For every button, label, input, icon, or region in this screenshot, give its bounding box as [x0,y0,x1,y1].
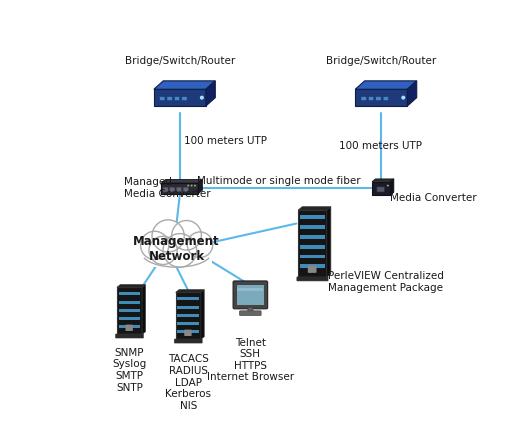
FancyBboxPatch shape [119,317,140,320]
Polygon shape [117,287,142,334]
FancyBboxPatch shape [175,339,202,343]
FancyBboxPatch shape [125,324,133,331]
FancyBboxPatch shape [376,97,381,101]
FancyBboxPatch shape [361,97,366,101]
Circle shape [149,236,177,265]
FancyBboxPatch shape [300,255,325,259]
FancyBboxPatch shape [383,97,388,101]
Circle shape [387,184,389,187]
Circle shape [191,184,193,187]
FancyBboxPatch shape [167,97,172,101]
FancyBboxPatch shape [177,306,199,309]
Text: Management
Network: Management Network [133,235,220,263]
FancyBboxPatch shape [170,187,175,192]
FancyBboxPatch shape [297,277,328,281]
FancyBboxPatch shape [184,330,192,336]
Polygon shape [176,290,204,293]
FancyBboxPatch shape [163,187,168,192]
Text: Telnet
SSH
HTTPS
Internet Browser: Telnet SSH HTTPS Internet Browser [207,337,294,382]
FancyBboxPatch shape [119,293,140,295]
FancyBboxPatch shape [116,334,143,338]
Circle shape [194,184,196,187]
Polygon shape [162,180,203,183]
Circle shape [163,234,197,267]
Circle shape [140,231,169,259]
Polygon shape [198,180,203,194]
Polygon shape [327,207,331,277]
Text: 100 meters UTP: 100 meters UTP [184,136,267,146]
Polygon shape [407,81,416,106]
Polygon shape [298,210,327,277]
FancyBboxPatch shape [177,297,199,300]
Polygon shape [117,285,146,287]
Circle shape [200,95,204,100]
FancyBboxPatch shape [119,300,140,303]
Polygon shape [391,179,394,195]
FancyBboxPatch shape [300,245,325,249]
FancyBboxPatch shape [368,97,374,101]
FancyBboxPatch shape [308,266,316,273]
Text: PerleVIEW Centralized
Management Package: PerleVIEW Centralized Management Package [327,271,443,293]
Polygon shape [372,179,394,181]
Polygon shape [355,81,416,89]
FancyBboxPatch shape [300,225,325,229]
FancyBboxPatch shape [119,325,140,328]
FancyBboxPatch shape [377,187,384,192]
Polygon shape [162,183,198,194]
FancyBboxPatch shape [183,187,188,192]
Polygon shape [142,285,146,334]
Text: Bridge/Switch/Router: Bridge/Switch/Router [326,56,437,66]
Circle shape [172,221,202,250]
Circle shape [152,220,184,252]
FancyBboxPatch shape [177,187,181,192]
FancyBboxPatch shape [300,235,325,239]
FancyBboxPatch shape [182,97,187,101]
FancyBboxPatch shape [141,245,212,267]
FancyBboxPatch shape [160,97,165,101]
Polygon shape [355,89,407,106]
Polygon shape [372,181,391,195]
FancyBboxPatch shape [177,330,199,333]
Text: 100 meters UTP: 100 meters UTP [339,141,422,151]
FancyBboxPatch shape [119,309,140,312]
FancyBboxPatch shape [237,285,264,305]
FancyBboxPatch shape [300,265,325,268]
Text: Managed
Media Converter: Managed Media Converter [124,177,211,199]
Polygon shape [298,207,331,210]
Circle shape [187,184,189,187]
Polygon shape [154,81,215,89]
Polygon shape [176,293,201,339]
Circle shape [401,95,405,100]
FancyBboxPatch shape [300,215,325,219]
Polygon shape [201,290,204,339]
FancyBboxPatch shape [233,281,268,309]
Text: TACACS
RADIUS
LDAP
Kerberos
NIS: TACACS RADIUS LDAP Kerberos NIS [165,354,211,411]
Polygon shape [206,81,215,106]
Polygon shape [248,307,253,313]
FancyBboxPatch shape [177,314,199,317]
Text: Bridge/Switch/Router: Bridge/Switch/Router [125,56,235,66]
Text: SNMP
Syslog
SMTP
SNTP: SNMP Syslog SMTP SNTP [112,348,147,392]
Text: Media Converter: Media Converter [390,193,477,203]
Text: Multimode or single mode fiber: Multimode or single mode fiber [197,176,361,186]
FancyBboxPatch shape [240,311,261,316]
Polygon shape [154,89,206,106]
FancyBboxPatch shape [177,322,199,325]
Polygon shape [237,288,263,291]
FancyBboxPatch shape [175,97,180,101]
Circle shape [187,232,213,257]
